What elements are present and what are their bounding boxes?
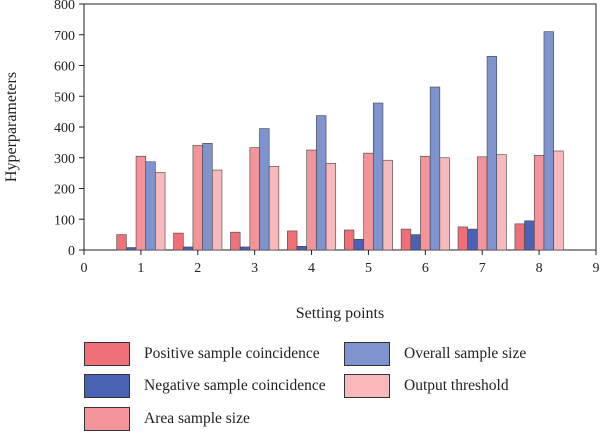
bar-area-sample-size xyxy=(363,152,374,251)
legend: Positive sample coincidence Negative sam… xyxy=(0,332,600,432)
legend-swatch-output xyxy=(344,374,390,398)
y-tick-label: 100 xyxy=(54,213,75,228)
legend-item-overall-sample-size: Overall sample size xyxy=(344,340,526,368)
legend-swatch-overall xyxy=(344,342,390,366)
y-axis-title: Hyperparameters xyxy=(3,72,20,182)
bar-positive-sample-coincidence xyxy=(173,232,184,251)
bar-chart: 0 100 200 300 400 500 600 700 800 0 1 2 3 4 5 6 7 8 9 Set… xyxy=(3,0,600,322)
x-axis-title: Setting points xyxy=(296,305,384,322)
x-tick-label: 4 xyxy=(308,261,315,276)
bar-positive-sample-coincidence xyxy=(400,228,412,251)
y-tick-label: 0 xyxy=(68,244,75,259)
bar-overall-sample-size xyxy=(429,86,441,251)
y-axis-ticks: 0 100 200 300 400 500 600 700 800 xyxy=(54,0,84,259)
bar-area-sample-size xyxy=(249,147,260,251)
bar-overall-sample-size xyxy=(372,102,384,251)
bar-overall-sample-size xyxy=(316,115,327,251)
legend-label-area: Area sample size xyxy=(144,410,250,427)
bar-area-sample-size xyxy=(135,155,147,251)
bar-negative-sample-coincidence xyxy=(524,220,535,251)
bar-overall-sample-size xyxy=(202,142,213,251)
bar-output-threshold xyxy=(211,169,223,251)
bar-output-threshold xyxy=(496,154,507,251)
legend-item-area-sample-size: Area sample size xyxy=(84,405,250,433)
x-tick-label: 8 xyxy=(536,261,543,276)
bar-area-sample-size xyxy=(192,145,203,251)
y-tick-label: 700 xyxy=(54,29,75,44)
bar-output-threshold xyxy=(382,159,393,251)
legend-label-overall: Overall sample size xyxy=(404,345,527,362)
x-axis-ticks: 0 1 2 3 4 5 6 7 8 9 xyxy=(81,250,600,276)
x-tick-label: 2 xyxy=(194,261,201,276)
bar-positive-sample-coincidence xyxy=(514,223,525,251)
bar-output-threshold xyxy=(268,166,280,251)
bar-positive-sample-coincidence xyxy=(230,231,241,251)
bar-output-threshold xyxy=(155,172,166,251)
bars-group xyxy=(116,31,564,251)
bar-negative-sample-coincidence xyxy=(353,238,364,251)
x-tick-label: 7 xyxy=(479,261,486,276)
bar-positive-sample-coincidence xyxy=(343,229,355,251)
legend-swatch-area xyxy=(84,407,130,431)
y-tick-label: 400 xyxy=(54,121,75,136)
bar-positive-sample-coincidence xyxy=(457,226,469,251)
bar-negative-sample-coincidence xyxy=(467,228,478,251)
x-tick-label: 5 xyxy=(365,261,372,276)
legend-label-negative: Negative sample coincidence xyxy=(144,377,326,394)
x-tick-label: 3 xyxy=(251,261,258,276)
y-tick-label: 500 xyxy=(54,90,75,105)
y-tick-label: 200 xyxy=(54,183,75,198)
legend-swatch-negative xyxy=(84,374,130,398)
legend-item-output-threshold: Output threshold xyxy=(344,372,509,400)
x-tick-label: 1 xyxy=(137,261,144,276)
bar-overall-sample-size xyxy=(486,55,498,251)
bar-negative-sample-coincidence xyxy=(410,234,421,251)
x-tick-label: 9 xyxy=(593,261,600,276)
bar-overall-sample-size xyxy=(543,31,554,251)
legend-swatch-positive xyxy=(84,342,130,366)
bar-output-threshold xyxy=(325,162,337,251)
bar-area-sample-size xyxy=(306,149,317,251)
bar-negative-sample-coincidence xyxy=(239,246,251,251)
bar-negative-sample-coincidence xyxy=(126,247,137,251)
x-tick-label: 6 xyxy=(422,261,429,276)
legend-item-negative-sample-coincidence: Negative sample coincidence xyxy=(84,372,326,400)
legend-label-output: Output threshold xyxy=(404,377,509,394)
bar-output-threshold xyxy=(439,157,450,251)
bar-negative-sample-coincidence xyxy=(296,246,308,251)
bar-area-sample-size xyxy=(477,156,488,251)
y-tick-label: 600 xyxy=(54,60,75,75)
bar-output-threshold xyxy=(553,150,564,251)
bar-positive-sample-coincidence xyxy=(116,234,127,251)
bar-negative-sample-coincidence xyxy=(182,246,194,251)
bar-overall-sample-size xyxy=(145,161,156,251)
y-tick-label: 300 xyxy=(54,152,75,167)
bar-area-sample-size xyxy=(533,154,545,251)
y-tick-label: 800 xyxy=(54,0,75,13)
bar-area-sample-size xyxy=(420,155,431,251)
legend-item-positive-sample-coincidence: Positive sample coincidence xyxy=(84,340,320,368)
bar-positive-sample-coincidence xyxy=(287,230,298,251)
legend-label-positive: Positive sample coincidence xyxy=(144,345,320,362)
x-tick-label: 0 xyxy=(81,261,88,276)
bar-overall-sample-size xyxy=(259,128,270,251)
